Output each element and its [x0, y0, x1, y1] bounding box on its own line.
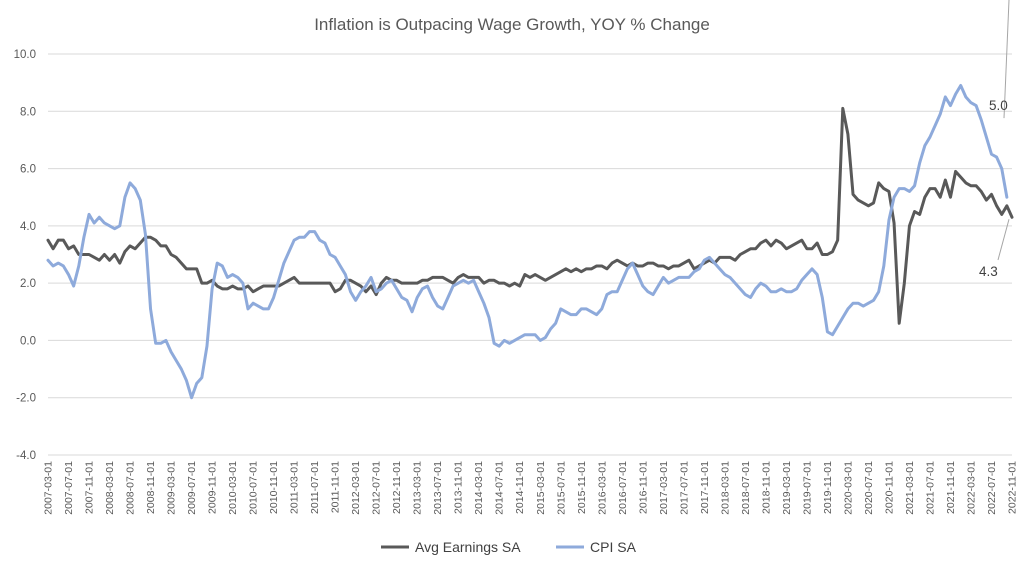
series-line-cpi	[46, 84, 1009, 400]
x-tick-label: 2009-03-01	[166, 461, 178, 515]
x-tick-label: 2011-03-01	[289, 461, 301, 514]
x-tick-label: 2008-07-01	[125, 461, 137, 515]
x-tick-label: 2014-03-01	[473, 461, 485, 515]
x-tick-label: 2012-11-01	[391, 461, 403, 514]
x-tick-label: 2016-03-01	[596, 461, 608, 515]
y-tick-label: 6.0	[20, 164, 36, 176]
legend-label: CPI SA	[590, 539, 637, 555]
x-tick-label: 2010-03-01	[227, 461, 239, 515]
x-tick-label: 2010-07-01	[248, 461, 260, 515]
x-axis-ticks: 2007-03-01 2007-07-01 2007-11-01 2008-03-01…	[43, 461, 1019, 515]
y-tick-label: 0.0	[20, 335, 36, 347]
x-tick-label: 2013-07-01	[432, 461, 444, 515]
y-tick-label: 10.0	[14, 49, 36, 61]
earnings-leader-line	[997, 219, 1010, 261]
x-tick-label: 2012-03-01	[350, 461, 362, 515]
x-tick-label: 2015-11-01	[576, 461, 588, 514]
end-labels: 5.0 4.3	[979, 0, 1010, 279]
x-tick-label: 2013-11-01	[453, 461, 465, 514]
x-tick-label: 2010-11-01	[268, 461, 280, 514]
x-tick-label: 2020-11-01	[883, 461, 895, 514]
x-tick-label: 2009-11-01	[207, 461, 219, 514]
y-axis-ticks: 10.0 8.0 6.0 4.0 2.0 0.0 -2.0 -4.0	[14, 49, 36, 462]
cpi-end-label: 5.0	[989, 98, 1008, 113]
x-tick-label: 2012-07-01	[371, 461, 383, 515]
x-tick-label: 2008-11-01	[145, 461, 157, 514]
x-tick-label: 2020-03-01	[842, 461, 854, 515]
x-tick-label: 2016-07-01	[617, 461, 629, 515]
x-tick-label: 2018-03-01	[719, 461, 731, 515]
y-tick-label: -4.0	[16, 450, 36, 462]
y-tick-label: -2.0	[16, 393, 36, 405]
x-tick-label: 2017-11-01	[699, 461, 711, 514]
y-tick-label: 4.0	[20, 221, 36, 233]
x-tick-label: 2007-03-01	[43, 461, 55, 515]
x-tick-label: 2020-07-01	[863, 461, 875, 515]
x-tick-label: 2016-11-01	[637, 461, 649, 514]
x-tick-label: 2013-03-01	[412, 461, 424, 515]
x-tick-label: 2014-11-01	[514, 461, 526, 514]
x-tick-label: 2022-03-01	[965, 461, 977, 515]
legend: Avg Earnings SA CPI SA	[381, 539, 637, 555]
x-tick-label: 2017-07-01	[678, 461, 690, 515]
earnings-end-label: 4.3	[979, 264, 998, 279]
cpi-leader-line	[1003, 0, 1010, 119]
x-tick-label: 2018-07-01	[740, 461, 752, 515]
x-tick-label: 2007-11-01	[84, 461, 96, 514]
series-lines	[46, 84, 1014, 400]
chart-title: Inflation is Outpacing Wage Growth, YOY …	[314, 15, 710, 34]
series-line-avg-earnings	[46, 106, 1014, 325]
x-tick-label: 2019-07-01	[801, 461, 813, 515]
y-tick-label: 2.0	[20, 278, 36, 290]
x-tick-label: 2015-07-01	[555, 461, 567, 515]
x-tick-label: 2019-03-01	[781, 461, 793, 515]
x-tick-label: 2021-03-01	[904, 461, 916, 515]
x-tick-label: 2011-11-01	[330, 461, 342, 513]
x-tick-label: 2022-11-01	[1007, 461, 1019, 514]
x-tick-label: 2022-07-01	[986, 461, 998, 515]
x-tick-label: 2008-03-01	[104, 461, 116, 515]
x-tick-label: 2009-07-01	[186, 461, 198, 515]
x-tick-label: 2021-07-01	[924, 461, 936, 515]
x-tick-label: 2015-03-01	[535, 461, 547, 515]
legend-label: Avg Earnings SA	[415, 539, 521, 555]
x-tick-label: 2019-11-01	[822, 461, 834, 514]
x-tick-label: 2011-07-01	[309, 461, 321, 514]
x-tick-label: 2018-11-01	[760, 461, 772, 514]
x-tick-label: 2007-07-01	[63, 461, 75, 515]
x-tick-label: 2014-07-01	[494, 461, 506, 515]
x-tick-label: 2017-03-01	[658, 461, 670, 515]
x-tick-label: 2021-11-01	[945, 461, 957, 514]
y-tick-label: 8.0	[20, 106, 36, 118]
